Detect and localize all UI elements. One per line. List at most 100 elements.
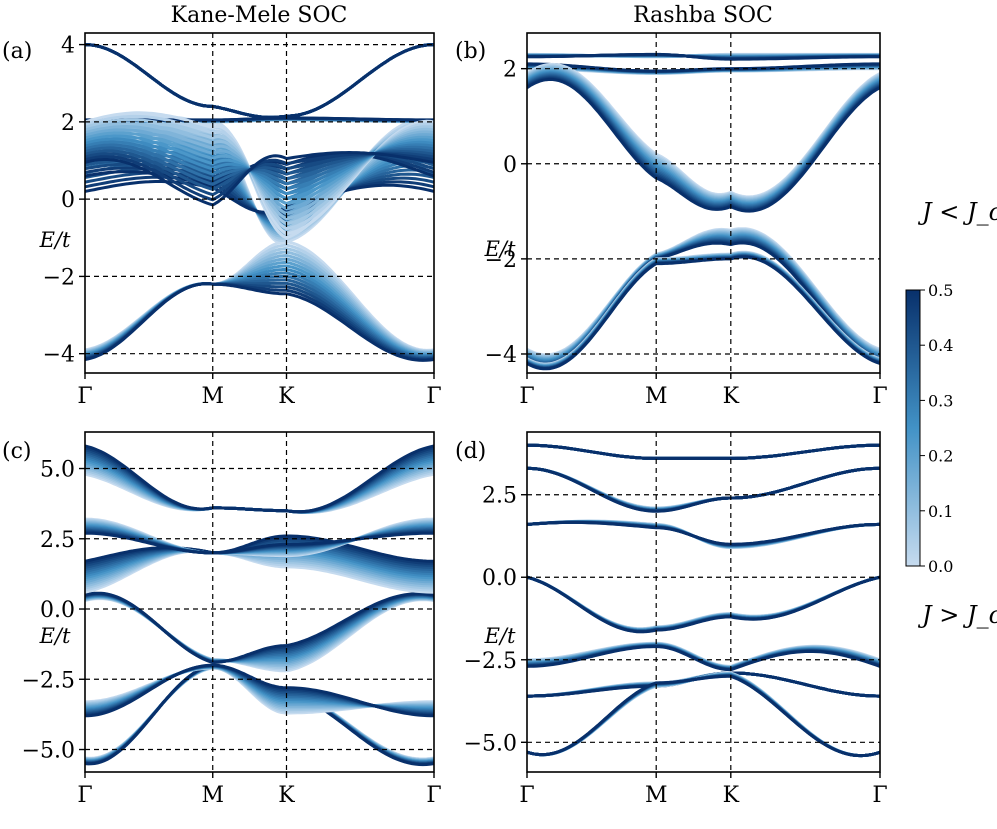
ytick-label-d-3: 2.5	[482, 484, 517, 509]
band-d-2-j1	[527, 519, 880, 549]
band-d-6-j1	[527, 671, 880, 758]
ytick-label-a-3: 2	[61, 111, 75, 136]
ylabel-b: E/t	[484, 237, 516, 261]
title-kane-mele: Kane-Mele SOC	[171, 3, 348, 28]
band-c-2-j15	[85, 591, 434, 664]
band-a-3-j1	[85, 43, 434, 119]
band-a-3-j12	[85, 43, 434, 119]
ytick-label-c-3: 2.5	[40, 528, 75, 553]
xtick-label-d-0: Γ	[519, 783, 534, 808]
band-d-3-j15	[527, 575, 880, 634]
grid-c	[85, 432, 434, 772]
panel-b-rashba: −4 −2 0 2 Γ M K Γ E/t	[484, 32, 888, 409]
band-d-1-j15	[527, 466, 880, 513]
band-d-1-j12	[527, 466, 880, 513]
panel-a-kane-mele: −4 −2 0 2 4 Γ M K Γ E/t	[39, 32, 442, 409]
band-a-5-j15	[85, 150, 434, 207]
xtick-label-b-2: K	[723, 384, 740, 409]
band-d-6-j2	[527, 671, 880, 758]
colorbar-tick-label-2: 0.2	[928, 447, 953, 466]
ytick-label-a-4: 4	[61, 34, 75, 59]
axes-frame-b	[526, 32, 881, 374]
band-b-1-j15	[527, 62, 880, 73]
band-c-4-j15	[85, 531, 434, 555]
bands-c	[85, 444, 434, 767]
band-b-3-j0	[527, 227, 880, 357]
xtick-label-d-3: Γ	[872, 783, 887, 808]
band-d-0-j6	[527, 443, 880, 460]
xtick-label-c-2: K	[278, 783, 295, 808]
band-b-4-j15	[527, 255, 880, 371]
xtick-label-b-0: Γ	[519, 384, 534, 409]
band-a-3-j10	[85, 43, 434, 119]
bands-a	[85, 43, 434, 362]
axes-frame-a	[84, 32, 435, 374]
band-a-3-j5	[85, 43, 434, 119]
band-d-0-j10	[527, 443, 880, 460]
band-a-3-j8	[85, 43, 434, 119]
colorbar-ticks: 0.0 0.1 0.2 0.3 0.4 0.5	[920, 281, 953, 576]
panel-d-rashba: −5.0 −2.5 0.0 2.5 Γ M K Γ E/t	[464, 431, 888, 808]
band-d-2-j0	[527, 519, 880, 549]
band-d-0-j15	[527, 443, 880, 460]
axes-frame-d	[526, 431, 881, 773]
xtick-label-c-1: M	[201, 783, 224, 808]
band-a-3-j14	[85, 43, 434, 119]
colorbar-tick-label-5: 0.5	[928, 281, 953, 300]
xtick-label-d-2: K	[723, 783, 740, 808]
band-b-2-j15	[527, 77, 880, 213]
band-a-3-j7	[85, 43, 434, 119]
ticks-b: −4 −2 0 2 Γ M K Γ	[485, 58, 888, 409]
regime-label-top: J < J_c	[917, 198, 997, 226]
xtick-label-a-3: Γ	[426, 384, 441, 409]
xtick-label-c-0: Γ	[77, 783, 92, 808]
colorbar-tick-label-4: 0.4	[928, 336, 953, 355]
ytick-label-c-0: −5.0	[22, 739, 75, 764]
band-d-0-j9	[527, 443, 880, 460]
bands-b	[527, 52, 880, 371]
band-d-0-j4	[527, 443, 880, 460]
band-d-0-j7	[527, 443, 880, 460]
panel-label-c: (c)	[2, 439, 32, 464]
band-c-1-j15	[85, 663, 434, 718]
band-d-1-j9	[527, 466, 880, 512]
band-a-3-j6	[85, 43, 434, 119]
band-d-2-j3	[527, 519, 880, 549]
band-c-5-j15	[85, 444, 434, 514]
band-d-0-j11	[527, 443, 880, 460]
grid-a	[85, 33, 434, 373]
band-d-2-j15	[527, 520, 880, 546]
title-rashba: Rashba SOC	[633, 3, 773, 28]
band-d-0-j0	[527, 443, 880, 460]
ylabel-c: E/t	[39, 624, 71, 648]
regime-label-bottom: J > J_c	[917, 601, 997, 629]
band-a-3-j13	[85, 43, 434, 119]
xtick-label-c-3: Γ	[426, 783, 441, 808]
band-a-3-j2	[85, 43, 434, 119]
band-d-1-j8	[527, 466, 880, 512]
colorbar: 0.0 0.1 0.2 0.3 0.4 0.5	[905, 281, 953, 576]
band-a-3-j11	[85, 43, 434, 119]
band-d-6-j15	[527, 674, 880, 758]
band-c-3-j15	[85, 534, 434, 563]
colorbar-tick-label-0: 0.0	[928, 557, 953, 576]
band-d-2-j6	[527, 520, 880, 548]
band-d-0-j5	[527, 443, 880, 460]
band-d-2-j4	[527, 520, 880, 549]
ytick-label-d-1: −2.5	[464, 649, 517, 674]
band-d-0-j8	[527, 443, 880, 460]
ytick-label-b-3: 2	[503, 58, 517, 83]
panel-label-d: (d)	[455, 439, 486, 464]
ytick-label-b-2: 0	[503, 153, 517, 178]
xtick-label-a-0: Γ	[77, 384, 92, 409]
ytick-label-c-2: 0.0	[40, 598, 75, 623]
band-b-3-j1	[527, 228, 880, 358]
colorbar-tick-label-1: 0.1	[928, 502, 953, 521]
ytick-label-d-2: 0.0	[482, 566, 517, 591]
band-d-0-j2	[527, 443, 880, 460]
band-d-4-j15	[527, 645, 880, 672]
panel-label-b: (b)	[455, 39, 486, 64]
bands-d	[527, 443, 880, 758]
ytick-label-a-1: −2	[43, 265, 75, 290]
